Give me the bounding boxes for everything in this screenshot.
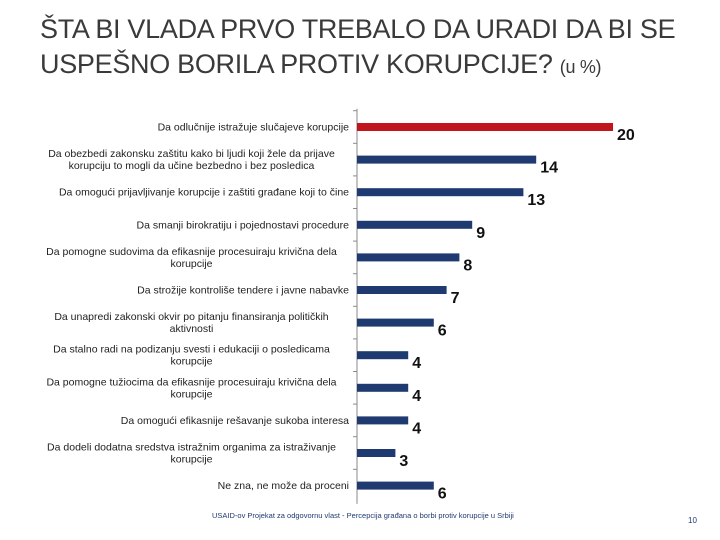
category-label: Da omogući prijavljivanje korupcije i za… [59,187,349,199]
category-label-line: Da smanji birokratiju i pojednostavi pro… [137,219,350,231]
bar [357,220,473,229]
bar [357,481,434,490]
bar [357,351,409,360]
chart-axis-group [353,108,358,504]
category-label: Da obezbedi zakonsku zaštitu kako bi lju… [48,148,335,172]
data-label: 4 [412,355,421,372]
category-label-line: korupcije [170,454,212,466]
data-label: 20 [617,127,635,144]
category-label-line: Da omogući prijavljivanje korupcije i za… [59,187,349,199]
category-label-line: aktivnosti [170,323,214,335]
bar [357,188,524,197]
category-label-line: korupcije [170,356,212,368]
data-label: 9 [476,225,485,242]
category-label: Da smanji birokratiju i pojednostavi pro… [137,219,350,231]
data-label: 4 [412,388,421,405]
data-label: 3 [399,453,408,470]
category-label: Da odlučnije istražuje slučajeve korupci… [158,122,350,134]
category-label-line: Da obezbedi zakonsku zaštitu kako bi lju… [48,148,335,160]
data-label: 4 [412,420,421,437]
category-label: Da unapredi zakonski okvir po pitanju fi… [54,311,328,335]
category-label-line: Da odlučnije istražuje slučajeve korupci… [158,122,350,134]
data-label: 7 [451,290,460,307]
bar [357,416,409,425]
category-label-line: Da pomogne tužiocima da efikasnije proce… [46,376,336,388]
data-label: 14 [540,160,558,177]
bar [357,383,409,392]
category-label: Da omogući efikasnije rešavanje sukoba i… [121,415,349,427]
bar [357,155,537,164]
category-label-line: korupcije [170,388,212,400]
category-label-line: Da omogući efikasnije rešavanje sukoba i… [121,415,349,427]
category-label: Da pomogne tužiocima da efikasnije proce… [46,376,336,400]
bar [357,253,460,262]
category-label-line: korupcije [170,258,212,270]
category-label-line: korupciju to mogli da učine bezbedno i b… [69,160,315,172]
bar [357,123,613,131]
category-label: Da strožije kontroliše tendere i javne n… [137,285,349,297]
category-label-line: Da stalno radi na podizanju svesti i edu… [53,344,330,356]
category-label-line: Ne zna, ne može da proceni [218,480,349,492]
title-text: ŠTA BI VLADA PRVO TREBALO DA URADI DA BI… [40,14,676,79]
category-label: Da stalno radi na podizanju svesti i edu… [53,344,330,368]
category-label-line: Da unapredi zakonski okvir po pitanju fi… [54,311,328,323]
bar [357,286,447,294]
category-label-line: Da pomogne sudovima da efikasnije proces… [46,246,337,258]
category-label-line: Da dodeli dodatna sredstva istražnim org… [47,442,336,454]
data-label: 13 [527,192,545,209]
bar [357,449,396,457]
category-label-line: Da strožije kontroliše tendere i javne n… [137,285,349,297]
chart-bars-group: Da odlučnije istražuje slučajeve korupci… [46,122,635,503]
slide-title: ŠTA BI VLADA PRVO TREBALO DA URADI DA BI… [40,12,700,85]
footer-source: USAID-ov Projekat za odgovornu vlast - P… [212,511,514,520]
page-number: 10 [688,516,697,525]
category-label: Ne zna, ne može da proceni [218,480,349,492]
category-label: Da dodeli dodatna sredstva istražnim org… [47,442,336,466]
title-unit: (u %) [559,57,602,77]
data-label: 6 [438,486,447,503]
data-label: 6 [438,323,447,340]
bar [357,318,434,327]
data-label: 8 [463,257,472,274]
category-label: Da pomogne sudovima da efikasnije proces… [46,246,337,270]
